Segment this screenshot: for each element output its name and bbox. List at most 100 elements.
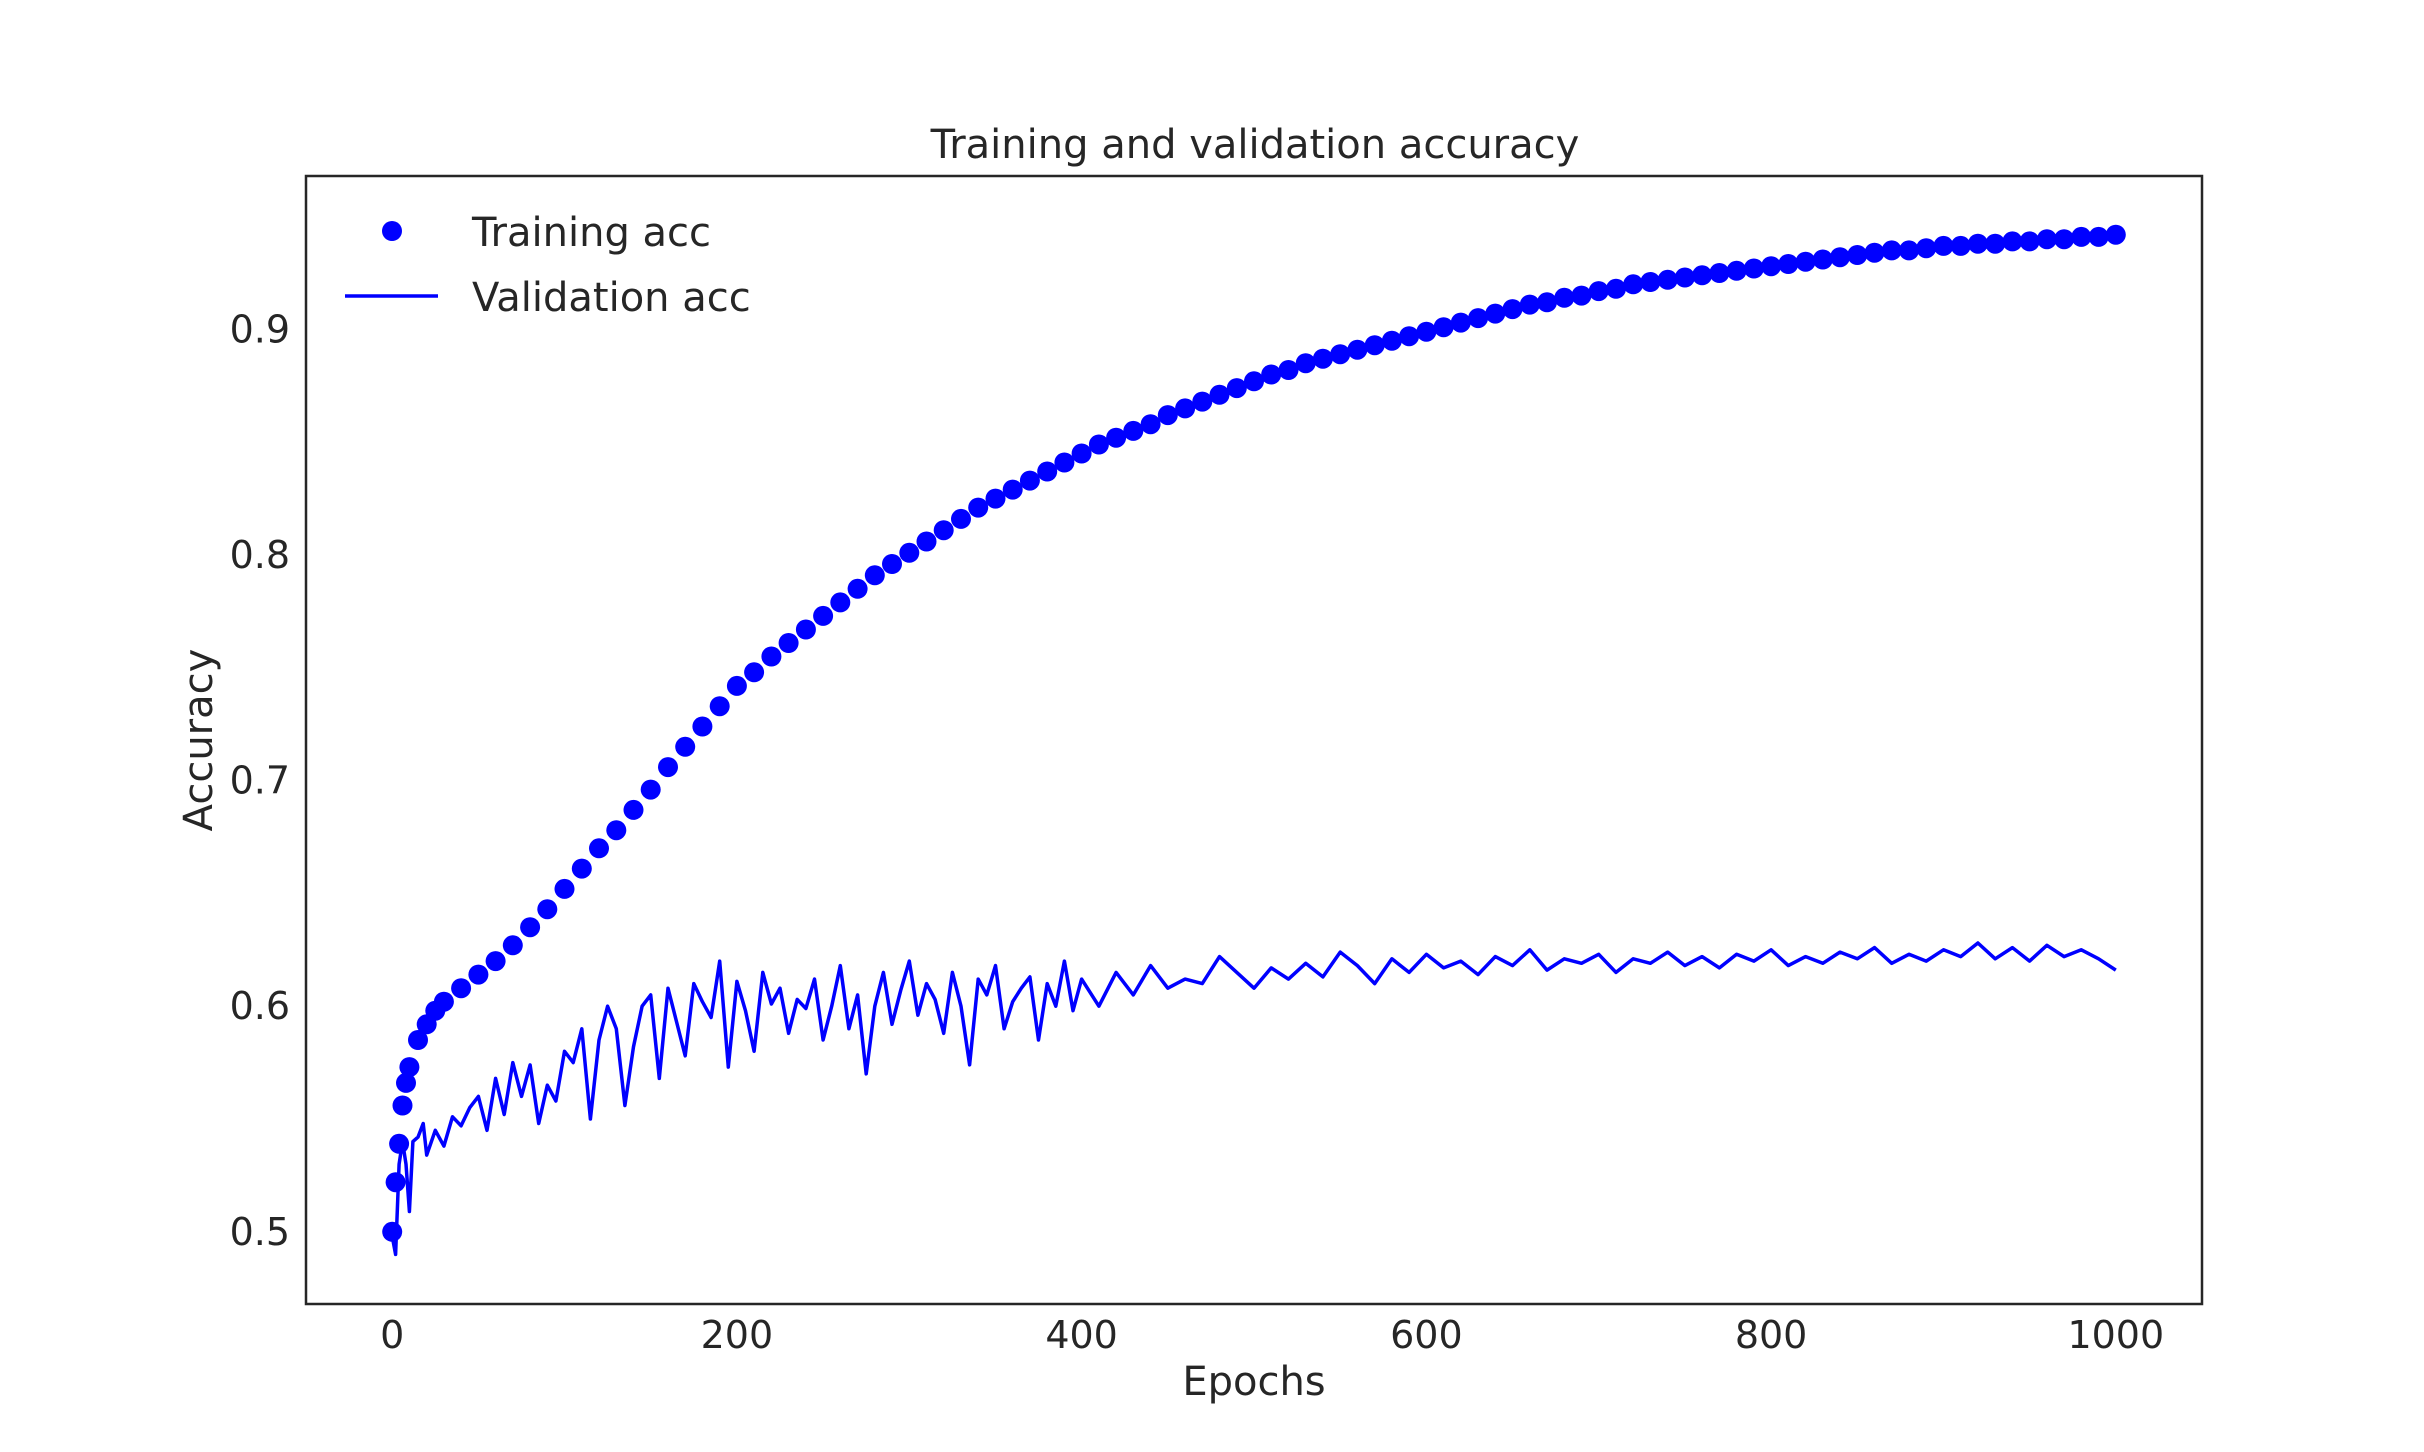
training-acc-point bbox=[1588, 281, 1609, 302]
training-acc-point bbox=[399, 1057, 420, 1078]
y-axis: 0.5 0.6 0.7 0.8 0.9 bbox=[230, 307, 290, 1253]
training-acc-point bbox=[1502, 299, 1523, 320]
training-acc-point bbox=[1088, 434, 1109, 455]
validation-acc-line bbox=[390, 941, 2117, 1257]
chart-title: Training and validation accuracy bbox=[930, 122, 1580, 168]
plot-area bbox=[382, 224, 2126, 1257]
training-acc-point bbox=[382, 1221, 403, 1242]
training-acc-point bbox=[396, 1072, 416, 1093]
training-acc-point bbox=[1312, 348, 1333, 369]
legend-validation-label: Validation acc bbox=[472, 275, 751, 321]
x-axis-label: Epochs bbox=[1182, 1359, 1325, 1405]
training-acc-point bbox=[795, 619, 816, 640]
training-acc-point bbox=[1933, 235, 1954, 256]
training-acc-point bbox=[1295, 353, 1316, 374]
training-acc-point bbox=[389, 1133, 410, 1154]
training-acc-point bbox=[1847, 245, 1868, 265]
training-acc-point bbox=[2088, 226, 2109, 247]
training-acc-point bbox=[1623, 274, 1644, 295]
training-acc-point bbox=[451, 978, 472, 999]
legend: Training acc Validation acc bbox=[345, 210, 751, 321]
training-acc-point bbox=[761, 646, 782, 667]
training-acc-point bbox=[1640, 272, 1661, 292]
training-acc-point bbox=[468, 964, 489, 985]
training-acc-point bbox=[1950, 235, 1971, 256]
training-acc-point bbox=[589, 838, 609, 859]
plot-frame bbox=[304, 174, 2204, 1306]
training-acc-point bbox=[1881, 240, 1902, 261]
legend-training-label: Training acc bbox=[471, 210, 711, 256]
training-acc-point bbox=[1916, 238, 1937, 259]
training-acc-point bbox=[1795, 251, 1816, 272]
training-acc-point bbox=[1157, 405, 1178, 426]
training-acc-point bbox=[571, 858, 592, 879]
training-acc-point bbox=[1606, 278, 1626, 299]
training-acc-point bbox=[1778, 254, 1799, 274]
training-acc-point bbox=[2071, 226, 2092, 247]
training-acc-point bbox=[1468, 308, 1489, 329]
training-acc-point bbox=[951, 508, 971, 529]
training-acc-point bbox=[899, 542, 920, 563]
training-acc-point bbox=[1071, 443, 1092, 464]
training-acc-point bbox=[933, 520, 954, 541]
y-axis-label: Accuracy bbox=[176, 649, 222, 832]
training-acc-point bbox=[1037, 461, 1058, 482]
training-acc-point bbox=[640, 779, 661, 800]
training-acc-point bbox=[554, 878, 575, 899]
training-acc-point bbox=[1261, 364, 1282, 385]
training-acc-point bbox=[1519, 294, 1540, 315]
y-tick-label: 0.8 bbox=[230, 533, 290, 577]
training-acc-point bbox=[1761, 256, 1782, 277]
training-acc-point bbox=[744, 662, 765, 683]
training-acc-point bbox=[408, 1030, 428, 1050]
y-tick-label: 0.5 bbox=[230, 1210, 290, 1254]
training-acc-point bbox=[1002, 479, 1023, 500]
training-acc-point bbox=[1985, 233, 2006, 254]
training-acc-point bbox=[709, 696, 730, 717]
x-tick-label: 200 bbox=[701, 1313, 774, 1357]
x-tick-label: 0 bbox=[380, 1313, 404, 1357]
training-acc-point bbox=[1571, 285, 1592, 306]
training-acc-point bbox=[1416, 321, 1437, 342]
training-acc-point bbox=[1347, 339, 1368, 360]
training-acc-point bbox=[1433, 317, 1454, 338]
training-acc-point bbox=[1485, 303, 1506, 324]
training-acc-point bbox=[916, 531, 937, 552]
training-acc-point bbox=[1812, 249, 1833, 270]
training-acc-point bbox=[726, 675, 747, 696]
training-acc-point bbox=[1175, 398, 1196, 419]
training-acc-point bbox=[1899, 240, 1919, 261]
training-acc-point bbox=[658, 757, 678, 778]
training-acc-point bbox=[433, 991, 454, 1012]
training-acc-point bbox=[813, 605, 834, 626]
training-acc-point bbox=[882, 554, 902, 574]
training-acc-point bbox=[968, 497, 989, 518]
training-acc-point bbox=[1657, 269, 1678, 290]
y-tick-label: 0.9 bbox=[230, 307, 290, 351]
training-acc-point bbox=[1226, 378, 1247, 399]
training-acc-point bbox=[606, 820, 627, 841]
training-acc-point bbox=[1450, 312, 1471, 333]
training-acc-point bbox=[392, 1095, 413, 1116]
x-tick-label: 600 bbox=[1390, 1313, 1463, 1357]
training-acc-point bbox=[623, 799, 644, 820]
training-acc-point bbox=[385, 1172, 406, 1193]
training-acc-point bbox=[1123, 420, 1144, 441]
training-acc-point bbox=[1209, 384, 1230, 405]
training-acc-point bbox=[1864, 242, 1885, 263]
x-tick-label: 1000 bbox=[2067, 1313, 2164, 1357]
training-acc-point bbox=[502, 935, 523, 956]
training-acc-point bbox=[692, 716, 713, 737]
training-acc-point bbox=[1106, 427, 1127, 448]
training-acc-point bbox=[2019, 231, 2040, 252]
training-acc-point bbox=[1192, 391, 1213, 412]
training-acc-point bbox=[1743, 258, 1764, 279]
training-acc-point bbox=[2002, 231, 2023, 252]
training-acc-point bbox=[864, 565, 885, 586]
training-acc-point bbox=[847, 578, 868, 599]
training-acc-point bbox=[985, 488, 1006, 509]
x-tick-label: 400 bbox=[1045, 1313, 1118, 1357]
training-acc-point bbox=[537, 899, 558, 920]
training-acc-point bbox=[830, 592, 851, 613]
